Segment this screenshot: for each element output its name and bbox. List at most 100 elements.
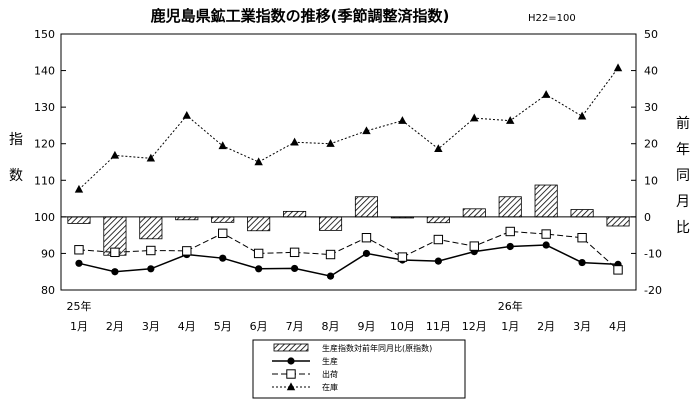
bar: [139, 216, 163, 240]
bar: [534, 184, 558, 218]
x-tick-label: 2月: [106, 320, 124, 333]
y-right-tick-label: -10: [644, 247, 662, 260]
series-line: [78, 244, 619, 277]
bar: [354, 196, 379, 218]
series-line: [78, 230, 619, 271]
data-point: [286, 382, 296, 391]
data-point: [74, 184, 84, 193]
y-axis-left-label-char: 数: [9, 168, 23, 184]
y-right-tick-label: 40: [644, 65, 658, 78]
bar: [283, 210, 307, 218]
data-point: [146, 153, 156, 162]
data-point: [469, 241, 479, 251]
y-left-tick-label: 80: [41, 284, 55, 297]
data-point: [74, 245, 84, 255]
data-point: [255, 265, 263, 273]
data-point: [289, 247, 300, 258]
y-axis-right-label: 前年同月比: [676, 115, 690, 236]
y-left-tick-label: 140: [34, 65, 55, 78]
bar: [247, 216, 271, 232]
data-point: [578, 258, 586, 267]
bar-series: [67, 184, 630, 256]
x-tick-label: 6月: [250, 320, 268, 333]
bar: [570, 209, 594, 218]
series-filled-circle: [75, 241, 622, 280]
y-right-tick-label: 30: [644, 101, 658, 114]
x-tick-label: 2月: [537, 320, 555, 333]
data-point: [577, 111, 587, 120]
data-point: [434, 144, 443, 153]
bar: [211, 216, 235, 223]
data-point: [398, 116, 407, 124]
data-point: [75, 259, 83, 267]
data-point: [434, 257, 442, 265]
legend-label: 生産指数対前年同月比(原指数): [322, 343, 432, 353]
y-axis-left-ticks: 80 90 100 110 120 130 140 150: [34, 28, 66, 297]
data-point: [182, 110, 191, 119]
y-right-tick-label: 0: [644, 211, 651, 224]
x-axis-ticks: 1月 2月 3月 4月 5月 6月 7月 8月 9月 10月 11月 12月 1月 2月 3月 4月 25年 26…: [66, 299, 627, 333]
y-left-tick-label: 110: [34, 174, 55, 187]
series-open-square: [74, 226, 623, 275]
data-point: [290, 137, 299, 146]
x-tick-label: 3月: [573, 320, 591, 333]
bar: [462, 208, 486, 218]
data-point: [287, 357, 295, 365]
data-point: [182, 246, 192, 256]
data-point: [111, 268, 119, 276]
legend-label: 在庫: [322, 382, 338, 392]
data-point: [433, 234, 444, 245]
data-point: [219, 254, 227, 262]
data-point: [290, 264, 299, 273]
y-axis-left-label: 指数: [9, 132, 23, 184]
y-left-tick-label: 150: [34, 28, 55, 41]
legend-label: 出荷: [322, 369, 338, 379]
y-axis-right-ticks: -20 -10 0 10 20 30 40 50: [631, 28, 662, 297]
data-point: [218, 228, 228, 239]
x-tick-label: 1月: [70, 320, 88, 333]
data-point: [286, 369, 296, 379]
legend-label: 生産: [322, 356, 338, 366]
y-left-tick-label: 90: [41, 247, 55, 260]
data-point: [146, 245, 156, 256]
y-right-tick-label: 50: [644, 28, 658, 41]
x-tick-label: 7月: [286, 320, 304, 333]
y-axis-right-label-char: 年: [676, 142, 690, 158]
data-point: [506, 242, 514, 251]
data-point: [110, 150, 120, 159]
series-filled-triangle: [74, 63, 623, 193]
data-point: [541, 90, 551, 98]
x-tick-label: 10月: [390, 320, 415, 333]
x-year-label: 25年: [66, 299, 91, 313]
x-tick-label: 1月: [501, 320, 519, 333]
x-tick-label: 8月: [322, 320, 340, 333]
data-point: [397, 252, 408, 262]
x-tick-label: 5月: [214, 320, 232, 333]
data-point: [218, 141, 227, 150]
data-point: [506, 116, 515, 124]
chart-title: 鹿児島県鉱工業指数の推移(季節調整済指数): [151, 7, 450, 25]
x-tick-label: 3月: [142, 320, 160, 333]
data-point: [542, 241, 550, 249]
data-point: [541, 229, 551, 239]
data-point: [254, 157, 263, 166]
bar: [498, 196, 522, 218]
data-point: [470, 113, 479, 122]
y-axis-right-label-char: 比: [676, 220, 690, 236]
bar: [606, 216, 630, 227]
data-point: [325, 249, 336, 260]
y-left-tick-label: 130: [34, 101, 55, 114]
x-year-label: 26年: [498, 299, 523, 313]
y-axis-left-label-char: 指: [9, 132, 23, 148]
legend-swatch-bar: [273, 343, 309, 352]
y-right-tick-label: 10: [644, 174, 658, 187]
plot-area: [60, 33, 637, 291]
x-tick-label: 4月: [609, 320, 627, 333]
data-point: [326, 272, 335, 280]
line-series: [74, 63, 623, 280]
y-axis-right-label-char: 前: [676, 115, 690, 132]
series-line: [78, 67, 619, 190]
data-point: [613, 63, 623, 72]
y-axis-right-label-char: 同: [676, 168, 690, 184]
